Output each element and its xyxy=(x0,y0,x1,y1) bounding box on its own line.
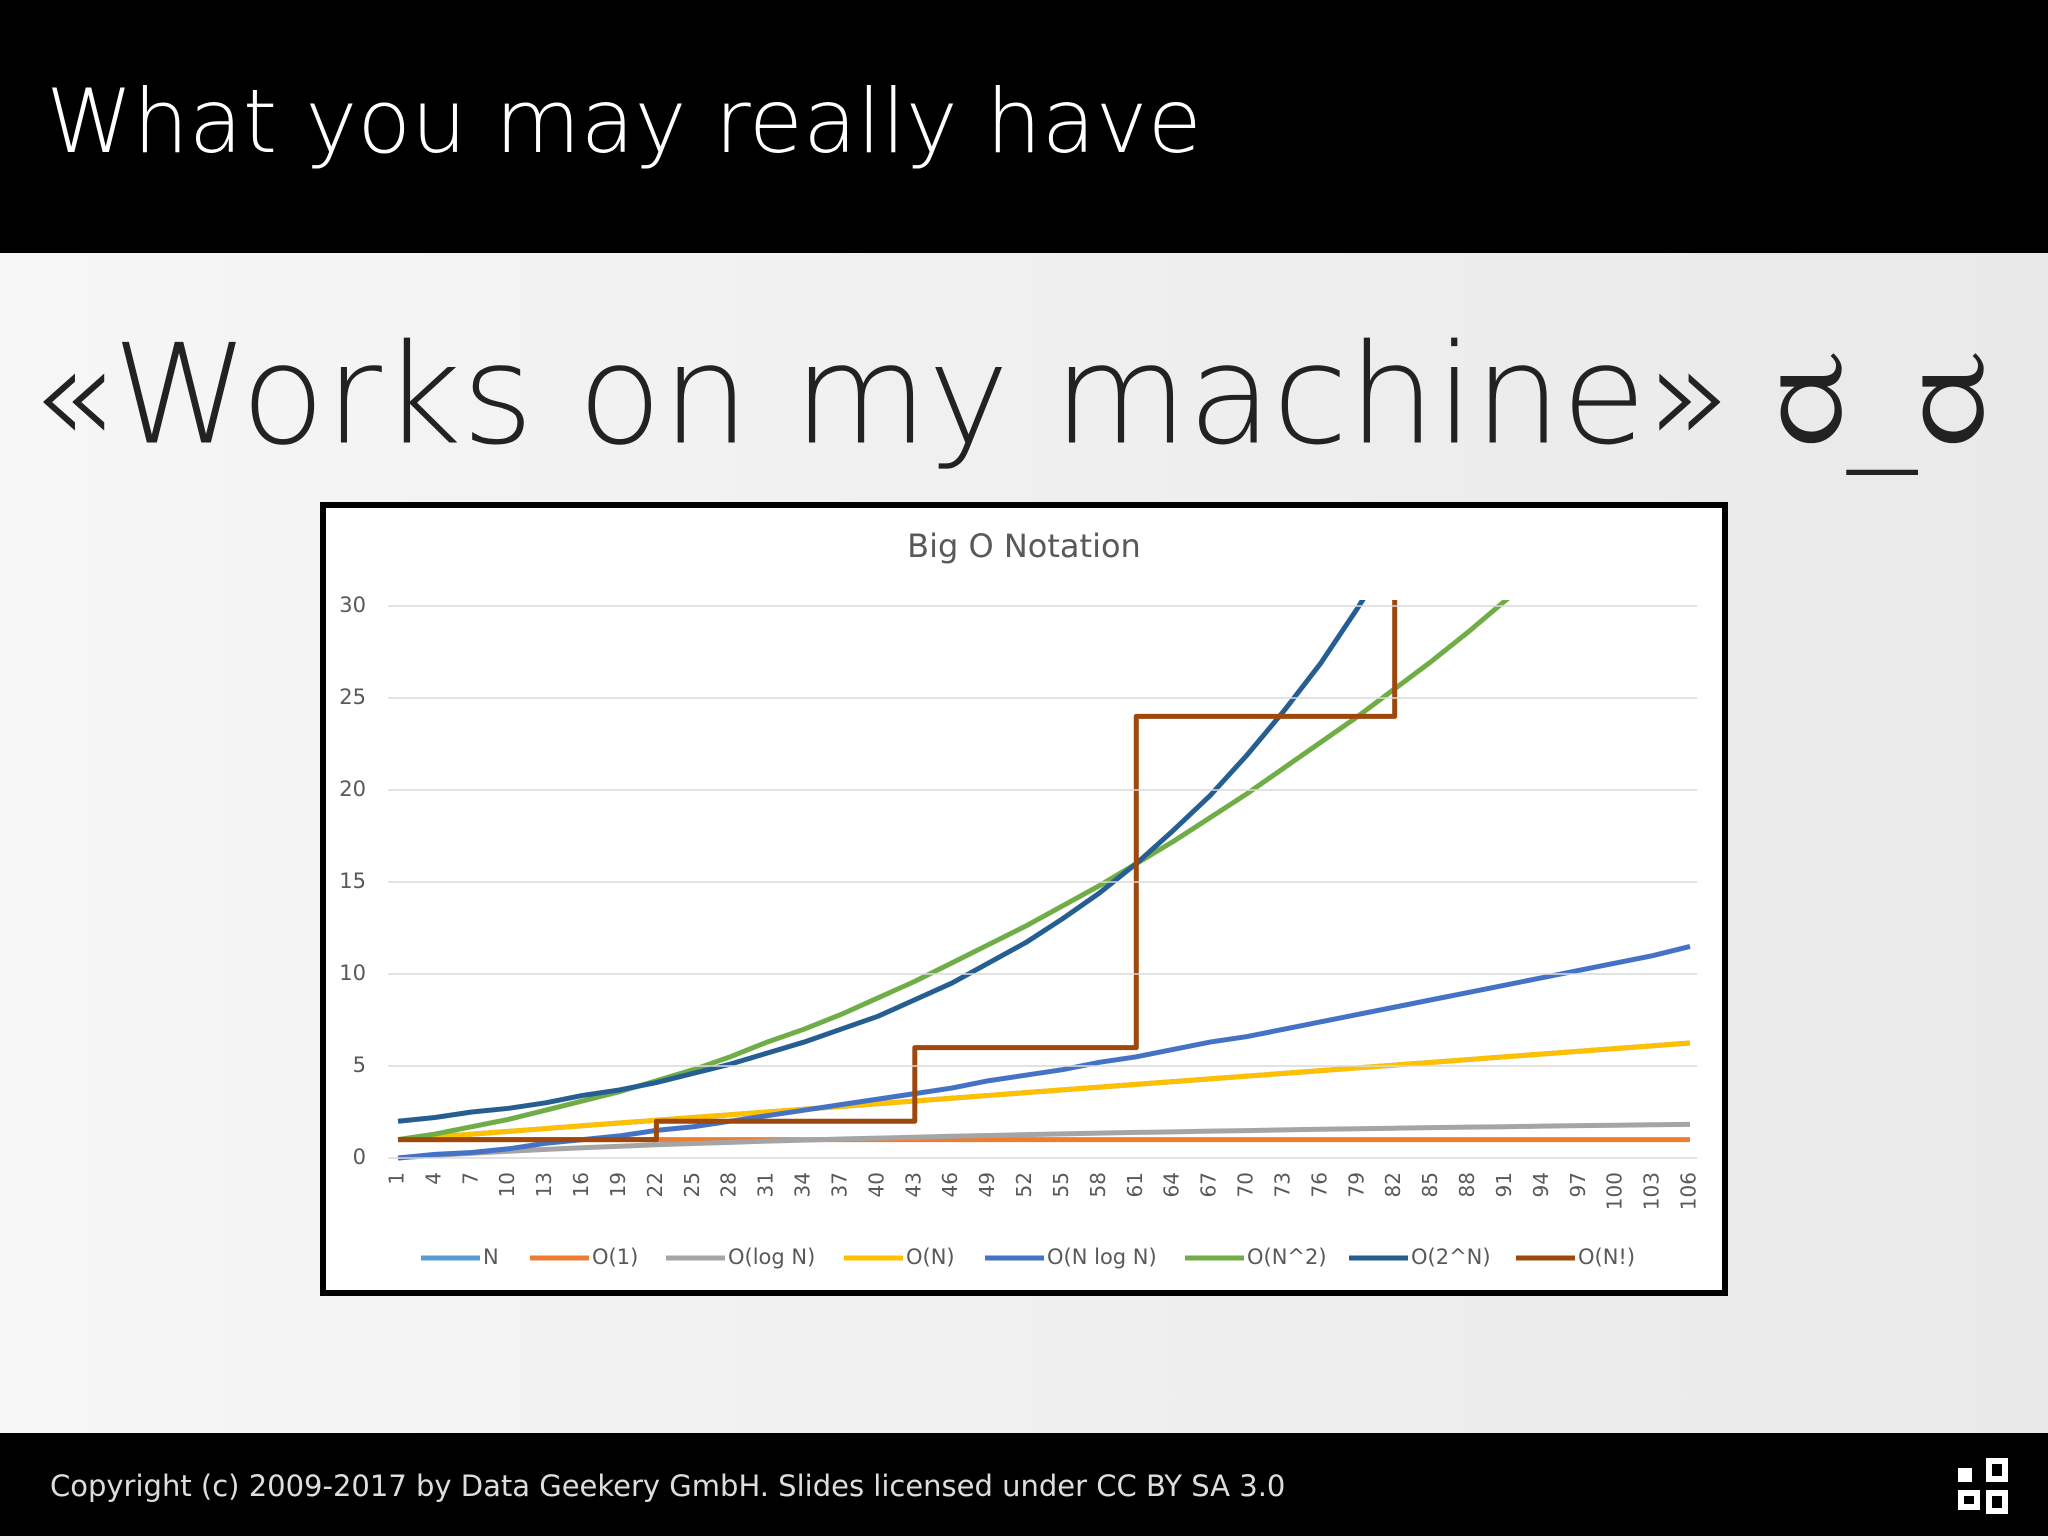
series-line xyxy=(398,600,1398,1143)
y-tick-label: 5 xyxy=(353,1053,366,1077)
x-tick-label: 70 xyxy=(1234,1172,1258,1197)
y-tick-label: 0 xyxy=(353,1145,366,1169)
chart-frame xyxy=(320,502,1728,1296)
x-tick-label: 13 xyxy=(532,1172,556,1197)
slide-subtitle: «Works on my machine» ರ_ರ xyxy=(30,315,1989,476)
x-tick-label: 61 xyxy=(1123,1172,1147,1197)
x-tick-label: 52 xyxy=(1012,1172,1036,1197)
x-tick-label: 1 xyxy=(385,1172,409,1185)
series-line xyxy=(397,1121,1691,1161)
x-tick-label: 85 xyxy=(1418,1172,1442,1197)
x-tick-label: 7 xyxy=(458,1172,482,1185)
x-tick-label: 37 xyxy=(827,1172,851,1197)
legend-label: O(log N) xyxy=(728,1245,815,1269)
legend-label: O(N) xyxy=(906,1245,955,1269)
x-tick-label: 100 xyxy=(1603,1172,1627,1210)
y-tick-label: 20 xyxy=(339,777,366,801)
x-tick-label: 91 xyxy=(1492,1172,1516,1197)
footer-bar xyxy=(0,1433,2048,1536)
x-tick-label: 106 xyxy=(1677,1172,1701,1210)
x-tick-label: 73 xyxy=(1270,1172,1294,1197)
y-tick-label: 15 xyxy=(339,869,366,893)
x-tick-label: 34 xyxy=(791,1172,815,1197)
x-tick-label: 46 xyxy=(938,1172,962,1197)
x-tick-label: 58 xyxy=(1086,1172,1110,1197)
series-line xyxy=(397,1040,1691,1143)
chart-title: Big O Notation xyxy=(907,527,1141,565)
x-tick-label: 49 xyxy=(975,1172,999,1197)
legend-label: N xyxy=(483,1245,499,1269)
x-tick-label: 67 xyxy=(1197,1172,1221,1197)
header-bar xyxy=(0,0,2048,253)
x-tick-label: 82 xyxy=(1381,1172,1405,1197)
slide-title: What you may really have xyxy=(46,70,1202,173)
footer-text: Copyright (c) 2009-2017 by Data Geekery … xyxy=(50,1469,1285,1503)
x-tick-label: 103 xyxy=(1640,1172,1664,1210)
x-tick-label: 19 xyxy=(606,1172,630,1197)
y-tick-label: 25 xyxy=(339,685,366,709)
x-tick-label: 25 xyxy=(680,1172,704,1197)
x-tick-label: 40 xyxy=(864,1172,888,1197)
x-tick-label: 94 xyxy=(1529,1172,1553,1197)
x-tick-label: 64 xyxy=(1160,1172,1184,1197)
series-line xyxy=(397,600,1366,1124)
series-line xyxy=(397,943,1691,1161)
y-tick-label: 10 xyxy=(339,961,366,985)
x-tick-label: 76 xyxy=(1307,1172,1331,1197)
x-tick-label: 22 xyxy=(643,1172,667,1197)
x-tick-label: 10 xyxy=(495,1172,519,1197)
x-tick-label: 31 xyxy=(754,1172,778,1197)
x-tick-label: 88 xyxy=(1455,1172,1479,1197)
x-tick-label: 16 xyxy=(569,1172,593,1197)
legend-label: O(N!) xyxy=(1578,1245,1635,1269)
logo xyxy=(1958,1458,2008,1514)
x-tick-label: 28 xyxy=(717,1172,741,1197)
x-tick-label: 43 xyxy=(901,1172,925,1197)
legend-label: O(N log N) xyxy=(1047,1245,1157,1269)
legend-label: O(N^2) xyxy=(1247,1245,1327,1269)
y-tick-label: 30 xyxy=(339,593,366,617)
x-tick-label: 97 xyxy=(1566,1172,1590,1197)
x-tick-label: 79 xyxy=(1344,1172,1368,1197)
legend-label: O(2^N) xyxy=(1411,1245,1491,1269)
plot-area xyxy=(397,600,1691,1161)
legend-label: O(1) xyxy=(592,1245,638,1269)
x-tick-label: 4 xyxy=(421,1172,445,1185)
x-tick-label: 55 xyxy=(1049,1172,1073,1197)
